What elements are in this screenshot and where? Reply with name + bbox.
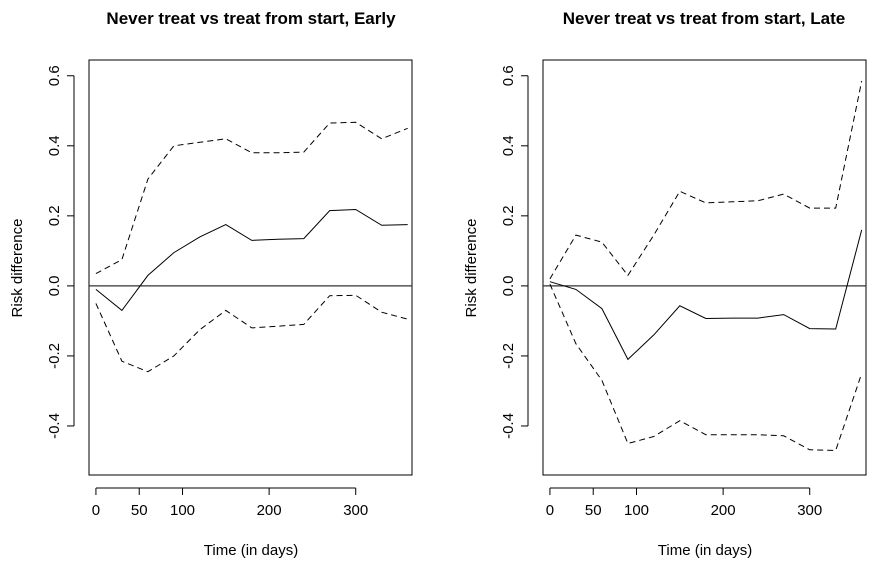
chart-panel-early: Never treat vs treat from start, Early T… — [9, 9, 413, 559]
y-tick-label: 0.6 — [500, 65, 517, 86]
chart-panel-late: Never treat vs treat from start, Late Ti… — [463, 9, 867, 559]
y-tick-label: 0.0 — [500, 275, 517, 296]
x-tick-label: 0 — [92, 502, 100, 519]
estimate-line — [549, 229, 863, 361]
plot-marks: 0 50 100 200 300 -0.4 -0.2 0.0 0.2 0.4 0.6 — [500, 65, 866, 519]
x-tick-label: 0 — [546, 502, 554, 519]
plot-marks: 0 50 100 200 300 -0.4 -0.2 0.0 0.2 0.4 0.6 — [46, 65, 412, 519]
y-tick-label: 0.2 — [46, 205, 63, 226]
confidence-bound-line — [549, 80, 863, 280]
plot-frame — [88, 59, 413, 476]
x-tick-label: 100 — [624, 502, 649, 519]
y-tick-label: 0.2 — [500, 205, 517, 226]
x-tick-label: 50 — [585, 502, 602, 519]
x-tick-label: 50 — [131, 502, 148, 519]
confidence-bound-line — [549, 283, 863, 452]
y-tick-label: 0.4 — [46, 135, 63, 156]
chart-title: Never treat vs treat from start, Late — [563, 9, 846, 28]
y-axis-label: Risk difference — [463, 219, 480, 318]
y-tick-label: -0.2 — [46, 343, 63, 369]
y-tick-label: -0.4 — [46, 413, 63, 439]
y-tick-label: 0.6 — [46, 65, 63, 86]
x-tick-label: 300 — [797, 502, 822, 519]
plot-frame — [542, 59, 867, 476]
confidence-bound-line — [95, 121, 408, 275]
confidence-bound-line — [95, 294, 408, 373]
y-tick-label: 0.4 — [500, 135, 517, 156]
x-tick-label: 300 — [343, 502, 368, 519]
x-tick-label: 200 — [257, 502, 282, 519]
x-axis-label: Time (in days) — [204, 542, 298, 559]
y-axis-label: Risk difference — [9, 219, 26, 318]
y-tick-label: -0.4 — [500, 413, 517, 439]
estimate-line — [95, 208, 408, 312]
x-tick-label: 200 — [711, 502, 736, 519]
x-axis-label: Time (in days) — [658, 542, 752, 559]
y-tick-label: -0.2 — [500, 343, 517, 369]
y-tick-label: 0.0 — [46, 275, 63, 296]
chart-title: Never treat vs treat from start, Early — [106, 9, 396, 28]
x-tick-label: 100 — [170, 502, 195, 519]
